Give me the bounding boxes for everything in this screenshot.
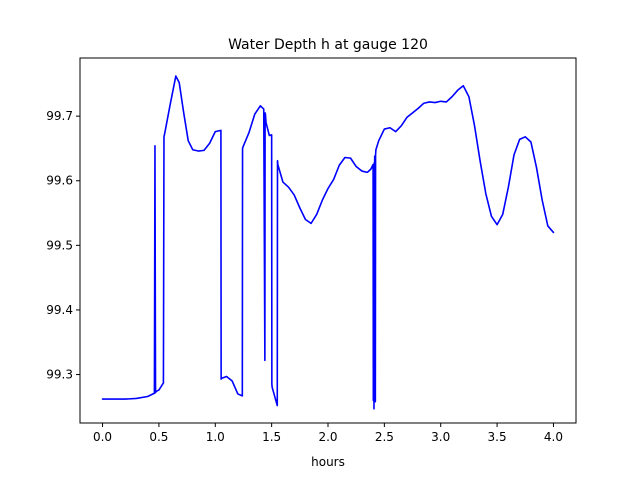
x-tick-label: 4.0 xyxy=(544,430,563,444)
x-tick-label: 1.5 xyxy=(262,430,281,444)
x-tick-label: 3.5 xyxy=(488,430,507,444)
x-tick-label: 2.5 xyxy=(375,430,394,444)
x-tick-label: 0.0 xyxy=(93,430,112,444)
x-axis: 0.0 0.5 1.0 1.5 2.0 2.5 3.0 3.5 4.0 xyxy=(93,423,563,444)
y-tick-label: 99.3 xyxy=(46,368,73,382)
y-tick-label: 99.7 xyxy=(46,109,73,123)
series-line-0 xyxy=(101,75,555,410)
y-tick-label: 99.6 xyxy=(46,174,73,188)
chart-title: Water Depth h at gauge 120 xyxy=(228,37,428,53)
y-tick-label: 99.4 xyxy=(46,303,73,317)
x-axis-label: hours xyxy=(311,455,345,469)
y-axis: 99.3 99.4 99.5 99.6 99.7 xyxy=(46,109,80,382)
x-tick-label: 3.0 xyxy=(431,430,450,444)
x-tick-label: 2.0 xyxy=(318,430,337,444)
x-tick-label: 0.5 xyxy=(149,430,168,444)
y-tick-label: 99.5 xyxy=(46,238,73,252)
x-tick-label: 1.0 xyxy=(206,430,225,444)
series-layer xyxy=(101,75,555,410)
